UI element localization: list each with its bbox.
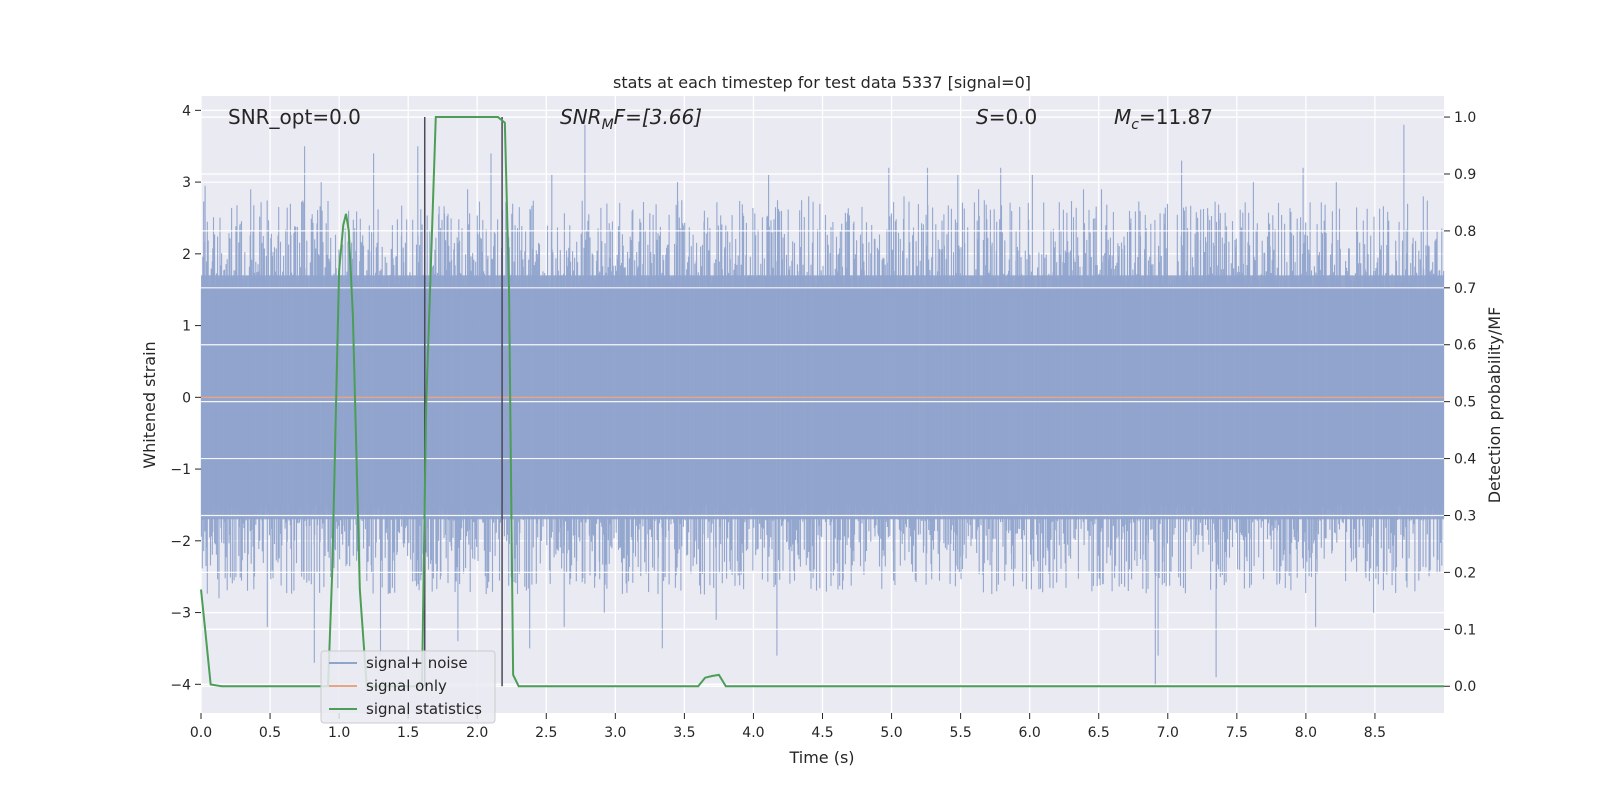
legend-box bbox=[320, 650, 496, 724]
x-tick-label-9: 4.5 bbox=[811, 725, 833, 741]
left-y-ticks: 4 3 2 1 0 −1 −2 −3 −4 bbox=[170, 103, 201, 693]
x-tick-label-6: 3.0 bbox=[604, 725, 626, 741]
s-rest: =0.0 bbox=[989, 105, 1038, 129]
y-axis-label: Whitened strain bbox=[140, 341, 159, 468]
y2-tick-label-4: 0.6 bbox=[1454, 338, 1476, 354]
y2-tick-label-9: 0.1 bbox=[1454, 622, 1476, 638]
y-tick-label-8: −4 bbox=[170, 677, 191, 693]
y-tick-label-5: −1 bbox=[170, 462, 191, 478]
snr-mf-symbol: SNR bbox=[560, 105, 602, 129]
series-signal-statistics-line bbox=[200, 116, 1444, 688]
right-y-ticks: 1.0 0.9 0.8 0.7 0.6 0.5 0.4 0.3 0.2 0.1 0.0 bbox=[1444, 110, 1476, 695]
y-tick-label-1: 3 bbox=[182, 175, 191, 191]
x-tick-label-8: 4.0 bbox=[742, 725, 764, 741]
y-tick-label-7: −3 bbox=[170, 606, 191, 622]
x-tick-label-4: 2.0 bbox=[466, 725, 488, 741]
x-tick-label-11: 5.5 bbox=[949, 725, 971, 741]
x-tick-label-16: 8.0 bbox=[1295, 725, 1317, 741]
y2-tick-label-3: 0.7 bbox=[1454, 281, 1476, 297]
y2-axis-label: Detection probability/MF bbox=[1485, 307, 1504, 504]
x-tick-label-7: 3.5 bbox=[673, 725, 695, 741]
mc-symbol: M bbox=[1114, 105, 1131, 129]
y2-tick-label-6: 0.4 bbox=[1454, 452, 1476, 468]
snr-mf-rest: F=[3.66] bbox=[614, 105, 702, 129]
x-tick-label-3: 1.5 bbox=[397, 725, 419, 741]
y2-tick-label-0: 1.0 bbox=[1454, 110, 1476, 126]
x-axis-label: Time (s) bbox=[788, 748, 854, 767]
x-tick-label-1: 0.5 bbox=[259, 725, 281, 741]
y2-tick-label-7: 0.3 bbox=[1454, 508, 1476, 524]
y-tick-label-6: −2 bbox=[170, 534, 191, 550]
x-tick-label-13: 6.5 bbox=[1088, 725, 1110, 741]
legend-label-signal-noise: signal+ noise bbox=[366, 654, 468, 672]
x-tick-label-2: 1.0 bbox=[328, 725, 350, 741]
mc-rest: =11.87 bbox=[1139, 105, 1213, 129]
x-tick-label-12: 6.0 bbox=[1019, 725, 1041, 741]
chart-title: stats at each timestep for test data 533… bbox=[613, 73, 1031, 92]
legend: signal+ noise signal only signal statist… bbox=[320, 650, 496, 724]
mc-subscript: c bbox=[1131, 117, 1139, 133]
y2-tick-label-8: 0.2 bbox=[1454, 565, 1476, 581]
annotation-snr-opt: SNR_opt=0.0 bbox=[228, 105, 361, 129]
y2-tick-label-10: 0.0 bbox=[1454, 679, 1476, 695]
legend-label-signal-only: signal only bbox=[366, 677, 447, 695]
x-tick-label-15: 7.5 bbox=[1226, 725, 1248, 741]
x-tick-label-10: 5.0 bbox=[880, 725, 902, 741]
snr-mf-subscript: M bbox=[602, 117, 614, 133]
y-tick-label-0: 4 bbox=[182, 103, 191, 119]
s-symbol: S bbox=[976, 105, 989, 129]
y2-tick-label-2: 0.8 bbox=[1454, 224, 1476, 240]
y2-tick-label-5: 0.5 bbox=[1454, 395, 1476, 411]
annotation-mc: Mc=11.87 bbox=[1114, 105, 1213, 133]
legend-label-signal-statistics: signal statistics bbox=[366, 700, 482, 718]
x-tick-label-5: 2.5 bbox=[535, 725, 557, 741]
x-tick-label-14: 7.0 bbox=[1157, 725, 1179, 741]
x-tick-label-17: 8.5 bbox=[1364, 725, 1386, 741]
annotation-s: S=0.0 bbox=[976, 105, 1037, 129]
y2-tick-label-1: 0.9 bbox=[1454, 167, 1476, 183]
x-ticks: 0.0 0.5 1.0 1.5 2.0 2.5 3.0 3.5 4.0 4.5 5.0 5.5 6.0 6… bbox=[190, 713, 1386, 741]
y-tick-label-4: 0 bbox=[182, 390, 191, 406]
y-tick-label-3: 1 bbox=[182, 319, 191, 335]
y-tick-label-2: 2 bbox=[182, 247, 191, 263]
annotation-snr-mf: SNRMF=[3.66] bbox=[560, 105, 702, 133]
x-tick-label-0: 0.0 bbox=[190, 725, 212, 741]
series-layer bbox=[200, 116, 1444, 688]
